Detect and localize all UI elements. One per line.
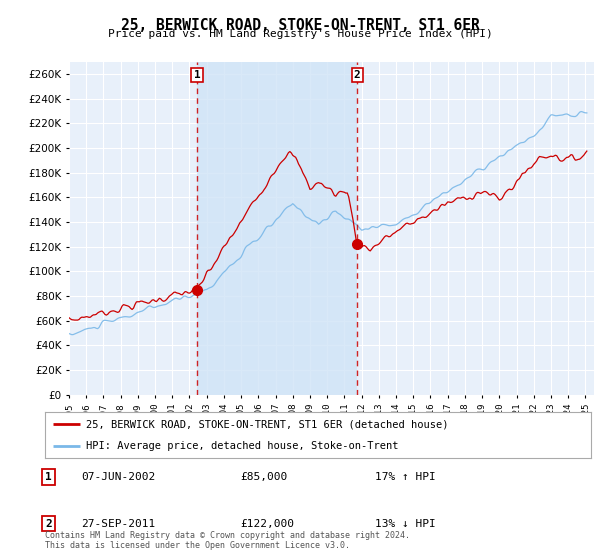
Text: HPI: Average price, detached house, Stoke-on-Trent: HPI: Average price, detached house, Stok… — [86, 441, 398, 451]
Text: 25, BERWICK ROAD, STOKE-ON-TRENT, ST1 6ER (detached house): 25, BERWICK ROAD, STOKE-ON-TRENT, ST1 6E… — [86, 419, 448, 430]
Text: Contains HM Land Registry data © Crown copyright and database right 2024.
This d: Contains HM Land Registry data © Crown c… — [45, 530, 410, 550]
Text: 2: 2 — [45, 519, 52, 529]
Text: 27-SEP-2011: 27-SEP-2011 — [81, 519, 155, 529]
Text: £85,000: £85,000 — [240, 472, 287, 482]
Text: 07-JUN-2002: 07-JUN-2002 — [81, 472, 155, 482]
Text: 2: 2 — [354, 70, 361, 80]
Text: Price paid vs. HM Land Registry's House Price Index (HPI): Price paid vs. HM Land Registry's House … — [107, 29, 493, 39]
Text: 1: 1 — [45, 472, 52, 482]
Text: 13% ↓ HPI: 13% ↓ HPI — [375, 519, 436, 529]
Text: 17% ↑ HPI: 17% ↑ HPI — [375, 472, 436, 482]
Text: 1: 1 — [194, 70, 200, 80]
Text: £122,000: £122,000 — [240, 519, 294, 529]
Bar — [197, 62, 357, 395]
Text: 25, BERWICK ROAD, STOKE-ON-TRENT, ST1 6ER: 25, BERWICK ROAD, STOKE-ON-TRENT, ST1 6E… — [121, 18, 479, 33]
